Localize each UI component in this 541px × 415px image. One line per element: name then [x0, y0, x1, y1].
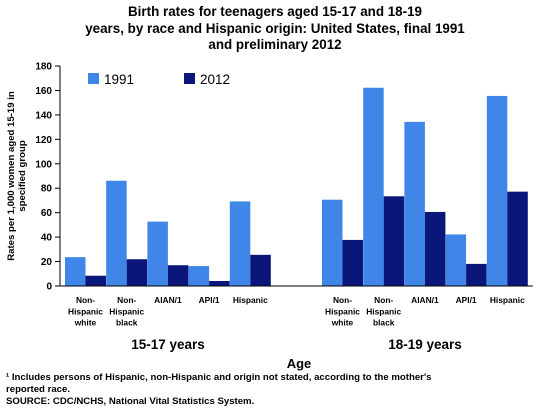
y-tick-label: 140 [35, 110, 52, 121]
bar-2012-3 [209, 280, 230, 286]
category-label-line: black [373, 318, 395, 328]
y-tick-label: 160 [35, 86, 52, 97]
group-label: 15-17 years [131, 337, 205, 352]
category-label: Hispanic [233, 295, 268, 305]
category-label: AIAN/1 [154, 295, 182, 305]
y-tick-label: 180 [35, 62, 52, 73]
category-label: API/1 [456, 295, 477, 305]
footnote: ¹ Includes persons of Hispanic, non-Hisp… [6, 372, 536, 408]
chart-title: Birth rates for teenagers aged 15-17 and… [30, 4, 520, 54]
legend-label-2012: 2012 [200, 72, 230, 87]
category-label: Hispanic [490, 295, 525, 305]
axes [59, 66, 533, 287]
group-label: 18-19 years [388, 337, 462, 352]
legend-swatch-2012 [184, 73, 195, 84]
category-label-line: Non- [117, 295, 136, 305]
category-label-line: Hispanic [109, 306, 144, 316]
category-label-line: white [331, 318, 354, 328]
category-label-line: white [74, 318, 97, 328]
footnote-line-2: reported race. [6, 384, 70, 395]
category-label-line: Hispanic [490, 295, 525, 305]
y-tick-label: 100 [35, 159, 52, 170]
bar-2012-1 [126, 259, 148, 286]
legend: 1991 2012 [88, 72, 230, 87]
chart-title-line-1: Birth rates for teenagers aged 15-17 and… [128, 4, 422, 19]
footnote-line-1: ¹ Includes persons of Hispanic, non-Hisp… [6, 372, 432, 383]
category-label-line: API/1 [199, 295, 220, 305]
category-label: Non-Hispanic white [325, 295, 360, 328]
source-note: SOURCE: CDC/NCHS, National Vital Statist… [6, 396, 255, 407]
category-label-line: Hispanic [325, 306, 360, 316]
bar-2012-0 [85, 275, 106, 286]
group-labels: 15-17 years 18-19 years [131, 337, 462, 352]
bar-1991-8 [445, 234, 467, 286]
legend-label-1991: 1991 [104, 72, 134, 87]
y-tick-label: 60 [41, 208, 53, 219]
category-label: Non-Hispanic black [109, 295, 144, 328]
bar-2012-7 [424, 211, 446, 286]
y-axis: 0 20 40 60 80 100 120 140 160 180 [35, 62, 60, 293]
category-label: AIAN/1 [411, 295, 439, 305]
bar-2012-5 [342, 239, 363, 286]
chart-title-line-2: years, by race and Hispanic origin: Unit… [85, 20, 465, 36]
category-label-line: AIAN/1 [411, 295, 439, 305]
bar-1991-7 [404, 121, 425, 286]
bar-chart: Rates per 1,000 women aged 15-19 in speci… [6, 62, 533, 371]
bar-2012-9 [507, 191, 528, 286]
category-label: Non-Hispanic black [366, 295, 401, 328]
x-axis-label: Age [287, 356, 312, 371]
category-label-line: API/1 [456, 295, 477, 305]
legend-swatch-1991 [88, 73, 99, 84]
category-label-line: Hispanic [68, 306, 103, 316]
category-label: API/1 [199, 295, 220, 305]
category-label-line: Non- [374, 295, 393, 305]
bar-2012-2 [167, 265, 189, 286]
y-tick-label: 40 [41, 233, 53, 244]
y-axis-label: Rates per 1,000 women aged 15-19 in speci… [6, 91, 28, 261]
category-label-line: Non- [333, 295, 352, 305]
y-tick-label: 20 [41, 257, 53, 268]
bar-1991-9 [486, 95, 508, 286]
bar-2012-8 [466, 263, 487, 286]
y-tick-label: 80 [41, 184, 53, 195]
bar-1991-4 [229, 201, 251, 286]
bar-1991-0 [65, 257, 86, 286]
bars [65, 87, 528, 286]
category-label-line: black [116, 318, 138, 328]
y-tick-label: 0 [46, 282, 52, 293]
bar-1991-2 [147, 221, 168, 286]
chart-title-line-3: and preliminary 2012 [208, 37, 342, 52]
y-axis-label-line-1: Rates per 1,000 women aged 15-19 in [6, 91, 17, 261]
y-axis-label-line-2: specified group [17, 140, 28, 212]
bar-2012-4 [250, 254, 271, 286]
category-label-line: Non- [76, 295, 95, 305]
bar-1991-3 [188, 266, 210, 286]
bar-1991-1 [106, 180, 127, 286]
category-label-line: Hispanic [366, 306, 401, 316]
category-label-line: AIAN/1 [154, 295, 182, 305]
bar-2012-6 [383, 196, 405, 286]
bar-1991-6 [363, 87, 384, 286]
category-label: Non-Hispanic white [68, 295, 103, 328]
bar-1991-5 [322, 199, 343, 286]
y-tick-label: 120 [35, 135, 52, 146]
category-label-line: Hispanic [233, 295, 268, 305]
